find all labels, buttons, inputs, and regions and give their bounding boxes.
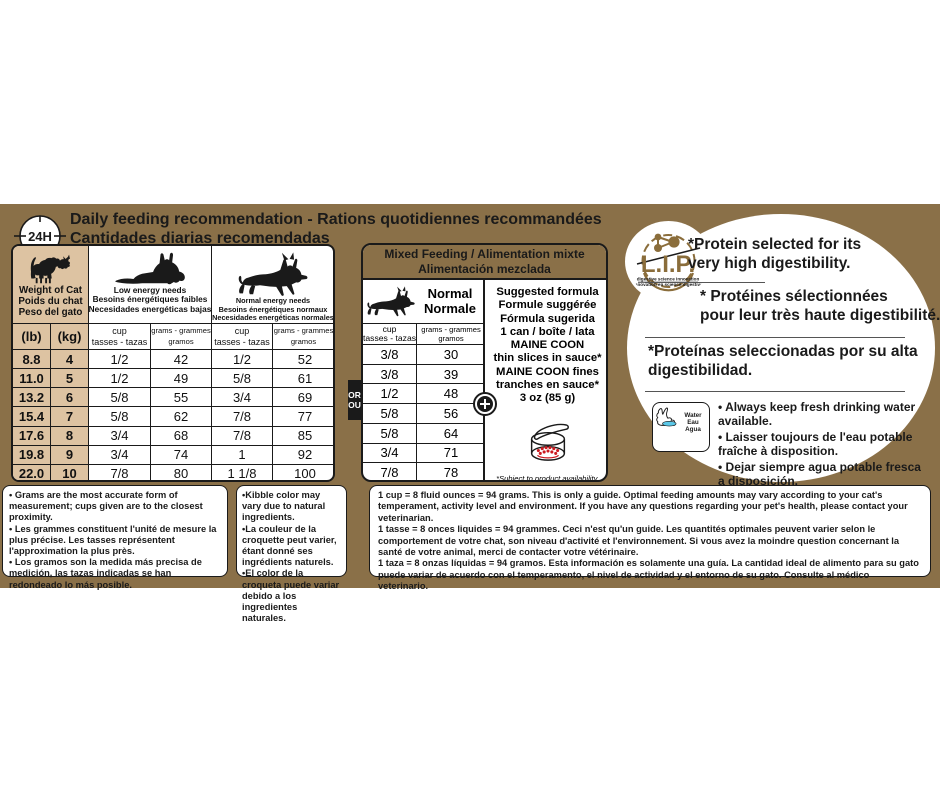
svg-text:Eau: Eau [687, 419, 699, 426]
svg-text:L.I.P.: L.I.P. [641, 251, 695, 278]
svg-text:digestive science innovation: digestive science innovation [637, 277, 700, 282]
svg-text:Agua: Agua [685, 426, 701, 433]
svg-text:Water: Water [684, 412, 702, 419]
svg-text:24H: 24H [28, 229, 52, 244]
